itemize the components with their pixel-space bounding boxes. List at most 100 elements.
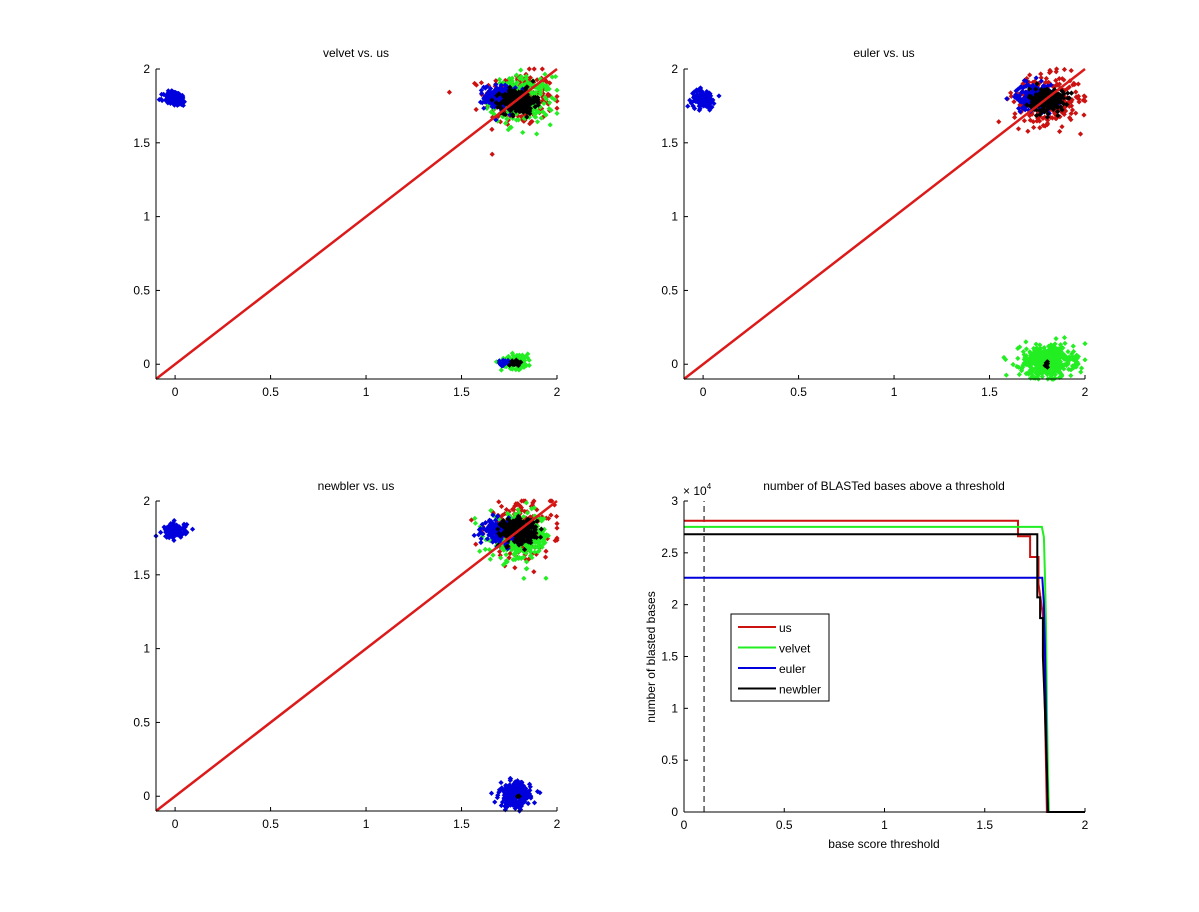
scatter-point-velvet xyxy=(1068,372,1074,379)
scatter-point-euler xyxy=(182,522,189,528)
scatter-point-velvet xyxy=(1027,367,1034,373)
scatter-point-velvet xyxy=(1070,343,1076,349)
scatter-point-velvet xyxy=(1035,367,1041,374)
scatter-point-newbler xyxy=(1053,94,1060,101)
scatter-point-euler xyxy=(166,524,172,530)
scatter-point-newbler xyxy=(1038,109,1045,115)
scatter-point-newbler xyxy=(1059,107,1065,113)
scatter-point-velvet xyxy=(533,114,539,120)
scatter-point-newbler xyxy=(514,519,521,525)
scatter-point-velvet xyxy=(526,547,532,553)
scatter-point-euler xyxy=(503,801,509,807)
scatter-point-euler xyxy=(691,89,697,95)
legend-box xyxy=(730,613,830,702)
scatter-point-velvet xyxy=(499,545,505,551)
scatter-point-velvet xyxy=(1014,363,1020,370)
scatter-point-velvet xyxy=(1023,353,1029,359)
scatter-point-velvet xyxy=(533,110,539,116)
scatter-point-euler xyxy=(520,794,526,800)
scatter-point-velvet xyxy=(554,110,560,116)
scatter-point-velvet xyxy=(503,552,509,558)
scatter-point-euler xyxy=(500,103,507,109)
scatter-point-velvet xyxy=(507,356,514,362)
scatter-point-newbler xyxy=(1048,99,1054,106)
scatter-point-newbler xyxy=(501,98,507,104)
scatter-point-euler xyxy=(166,535,172,541)
scatter-point-euler xyxy=(495,792,501,798)
scatter-point-velvet xyxy=(1069,356,1076,362)
scatter-point-velvet xyxy=(543,575,549,581)
scatter-point-velvet xyxy=(524,355,531,361)
scatter-point-euler xyxy=(490,512,496,518)
scatter-point-euler xyxy=(493,117,499,123)
scatter-point-velvet xyxy=(526,362,532,368)
scatter-point-newbler xyxy=(1034,92,1040,99)
scatter-point-euler xyxy=(489,521,495,527)
scatter-point-euler xyxy=(491,524,498,530)
scatter-point-newbler xyxy=(511,94,517,100)
scatter-point-velvet xyxy=(498,367,504,373)
scatter-point-velvet xyxy=(1033,370,1039,376)
scatter-point-newbler xyxy=(1051,103,1058,109)
scatter-point-newbler xyxy=(515,106,521,112)
scatter-point-velvet xyxy=(537,76,544,82)
scatter-point-euler xyxy=(716,93,722,99)
scatter-point-us xyxy=(552,538,558,544)
scatter-point-newbler xyxy=(520,522,526,528)
scatter-point-velvet xyxy=(472,515,478,521)
scatter-point-euler xyxy=(1030,82,1036,89)
scatter-point-euler xyxy=(481,525,487,532)
scatter-point-euler xyxy=(510,536,516,542)
scatter-point-velvet xyxy=(540,532,547,538)
scatter-point-euler xyxy=(479,90,485,96)
scatter-point-velvet xyxy=(503,120,509,126)
y-tick-label: 0 xyxy=(671,357,678,371)
scatter-point-velvet xyxy=(506,80,513,86)
scatter-point-newbler xyxy=(1061,101,1067,107)
scatter-point-newbler xyxy=(535,99,542,106)
scatter-point-us xyxy=(1037,125,1043,131)
y-multiplier-base: × 10 xyxy=(683,484,707,498)
scatter-point-euler xyxy=(158,96,164,102)
x-tick-label: 0 xyxy=(172,817,179,831)
y-tick-label: 1.5 xyxy=(133,568,150,582)
scatter-point-velvet xyxy=(544,83,550,89)
panel-title: newbler vs. us xyxy=(318,479,395,493)
scatter-point-velvet xyxy=(1003,372,1009,378)
scatter-point-euler xyxy=(524,795,530,801)
scatter-point-velvet xyxy=(1037,342,1043,348)
legend-item-velvet: velvet xyxy=(738,642,811,656)
scatter-point-us xyxy=(446,89,453,95)
scatter-point-us xyxy=(1008,93,1014,99)
scatter-point-velvet xyxy=(538,532,544,538)
x-axis-label: base score threshold xyxy=(828,837,939,851)
y-tick-label: 2 xyxy=(671,598,678,612)
y-tick-label: 0 xyxy=(143,789,150,803)
scatter-point-euler xyxy=(1015,86,1021,92)
scatter-point-euler xyxy=(518,779,524,786)
y-tick-label: 0.5 xyxy=(133,715,150,729)
scatter-point-velvet xyxy=(541,516,547,522)
scatter-point-euler xyxy=(709,99,715,105)
scatter-point-us xyxy=(1025,128,1031,134)
scatter-point-newbler xyxy=(509,106,515,112)
scatter-point-euler xyxy=(498,802,504,809)
scatter-point-us xyxy=(1027,112,1033,119)
scatter-point-us xyxy=(478,80,484,86)
scatter-point-newbler xyxy=(534,518,540,524)
scatter-point-us xyxy=(1056,81,1063,87)
scatter-point-newbler xyxy=(518,531,525,537)
scatter-point-velvet xyxy=(1019,366,1025,372)
scatter-point-velvet xyxy=(536,533,542,539)
scatter-point-velvet xyxy=(531,90,537,96)
scatter-point-euler xyxy=(501,88,508,95)
scatter-point-newbler xyxy=(535,102,541,108)
scatter-point-newbler xyxy=(493,100,499,106)
scatter-point-us xyxy=(1068,99,1074,105)
scatter-point-velvet xyxy=(504,80,510,87)
scatter-point-newbler xyxy=(1028,103,1034,110)
scatter-point-newbler xyxy=(496,91,502,97)
scatter-point-velvet xyxy=(1062,340,1068,346)
scatter-point-us xyxy=(1047,114,1054,121)
scatter-point-velvet xyxy=(1033,364,1040,370)
